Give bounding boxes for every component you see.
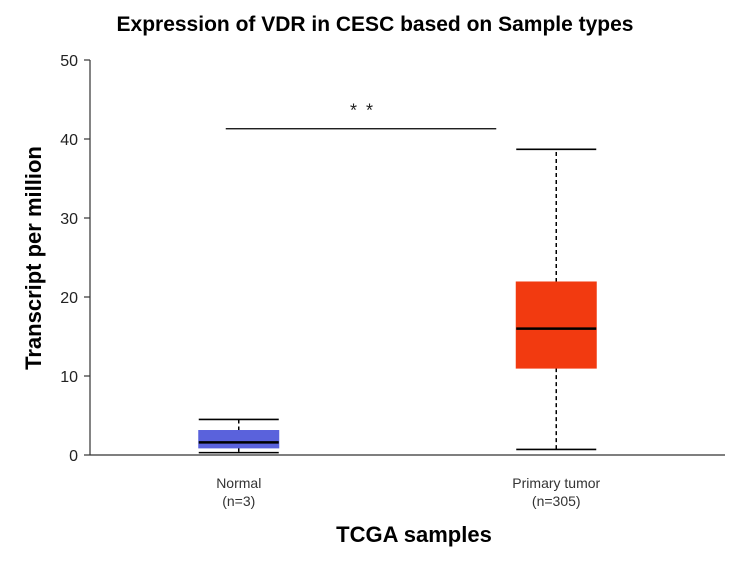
y-tick-label: 50 bbox=[60, 53, 78, 70]
significance-label: * * bbox=[350, 101, 375, 121]
y-tick-label: 30 bbox=[60, 211, 78, 228]
x-tick-label: Normal bbox=[216, 475, 261, 491]
y-tick-label: 10 bbox=[60, 369, 78, 386]
x-tick-sample-count: (n=3) bbox=[222, 493, 255, 509]
x-axis-label: TCGA samples bbox=[336, 522, 492, 547]
y-tick-label: 0 bbox=[69, 448, 78, 465]
x-tick-sample-count: (n=305) bbox=[532, 493, 581, 509]
y-tick-label: 20 bbox=[60, 290, 78, 307]
box-iqr bbox=[515, 281, 597, 369]
box-iqr bbox=[198, 430, 280, 449]
box-normal: Normal (n=3) bbox=[198, 418, 280, 509]
y-tick-label: 40 bbox=[60, 132, 78, 149]
chart-title: Expression of VDR in CESC based on Sampl… bbox=[117, 13, 634, 36]
y-axis-label: Transcript per million bbox=[21, 146, 46, 370]
box-primary-tumor: Primary tumor (n=305) bbox=[512, 148, 601, 509]
x-tick-label: Primary tumor bbox=[512, 475, 600, 491]
